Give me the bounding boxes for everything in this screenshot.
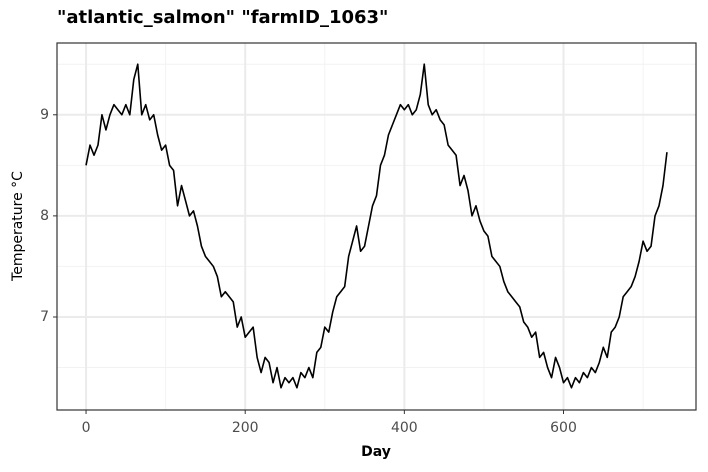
line (85, 63, 668, 389)
y-axis-label: Temperature °C (10, 171, 26, 282)
x-tick-label: 0 (82, 420, 91, 436)
y-tick-label: 8 (40, 208, 49, 224)
grid (57, 43, 696, 410)
y-tick-label: 9 (40, 107, 49, 123)
plot-area (85, 63, 668, 389)
x-tick-label: 200 (232, 420, 259, 436)
y-tick-label: 7 (40, 309, 49, 325)
panel-border (56, 42, 697, 411)
x-tick-label: 600 (550, 420, 577, 436)
x-tick-label: 400 (391, 420, 418, 436)
x-axis-label: Day (361, 444, 391, 460)
chart-title: "atlantic_salmon" "farmID_1063" (57, 7, 388, 28)
